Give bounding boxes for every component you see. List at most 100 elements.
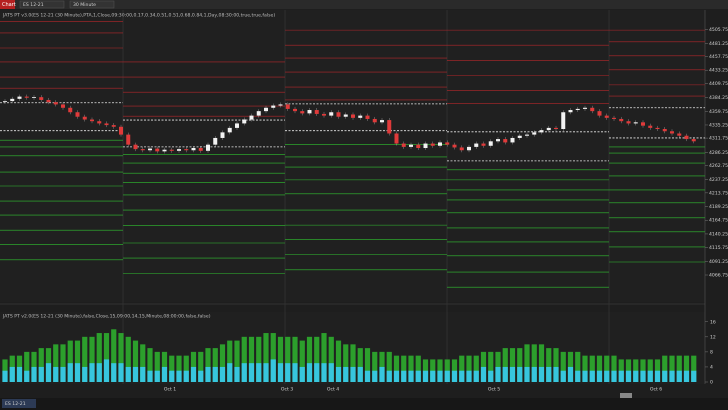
histogram-bar (509, 348, 516, 382)
histogram-bar (662, 370, 668, 382)
candle-body (177, 149, 181, 151)
histogram-bar (596, 370, 603, 382)
histogram-bar (198, 351, 204, 382)
candle-body (68, 107, 73, 113)
candle-body (140, 149, 145, 151)
y-tick-label: 4286.25 (709, 150, 728, 156)
histogram-bar (321, 333, 327, 382)
histogram-bar (444, 370, 450, 382)
y-tick-label: 16 (710, 319, 716, 325)
candle-body (670, 131, 674, 134)
candle-body (496, 139, 500, 142)
candle-body (293, 108, 297, 112)
histogram-bar (241, 336, 247, 382)
histogram-bar (24, 351, 30, 382)
histogram-bar (335, 340, 342, 382)
candle-body (517, 135, 522, 138)
histogram-bar (546, 366, 552, 382)
interval-box[interactable] (69, 0, 115, 9)
candle-body (198, 148, 203, 151)
candle-body (604, 115, 609, 118)
histogram-bar (401, 370, 407, 382)
histogram-bar (451, 370, 458, 382)
histogram-bar (38, 348, 44, 382)
y-tick-label: 4433.25 (709, 68, 728, 74)
candle-body (474, 143, 479, 147)
histogram-bar (669, 370, 675, 382)
histogram-bar (654, 370, 661, 382)
histogram-bar (31, 366, 37, 382)
candle-body (97, 121, 102, 124)
tab-label[interactable]: Chart (2, 2, 16, 8)
tab[interactable] (0, 0, 15, 9)
candle-body (111, 125, 116, 127)
candle-body (235, 123, 239, 128)
instrument-box[interactable] (19, 0, 65, 9)
histogram-bar (74, 340, 81, 382)
candle-body (409, 144, 413, 147)
histogram-bar (169, 355, 175, 382)
histogram-bar (393, 355, 400, 382)
histogram-bar (306, 336, 313, 382)
instrument[interactable]: ES 12-21 (23, 2, 44, 8)
candle-body (423, 143, 428, 149)
histogram-bar (466, 355, 472, 382)
histogram-bar (343, 366, 349, 382)
histogram-bar (553, 366, 559, 382)
interval[interactable]: 30 Minute (73, 2, 96, 8)
y-tick-label: 4115.75 (709, 245, 728, 251)
bottom-tab-label[interactable]: ES 12-21 (5, 401, 26, 407)
y-tick-label: 4457.75 (709, 54, 728, 60)
candle-body (684, 135, 689, 140)
candle-body (10, 98, 15, 102)
y-tick-label: 4213.75 (709, 190, 728, 196)
histogram-bar (633, 370, 639, 382)
histogram-bar (669, 355, 675, 382)
candle-body (619, 118, 624, 122)
histogram-bar (546, 348, 552, 382)
y-tick-label: 4384.25 (709, 95, 728, 101)
histogram-bar (183, 355, 189, 382)
histogram-bar (277, 336, 284, 382)
histogram-bar (575, 351, 581, 382)
candle-body (459, 147, 464, 151)
histogram-bar (132, 340, 139, 382)
candle-body (568, 110, 573, 113)
bottom-tab[interactable] (2, 399, 36, 408)
histogram-bar (118, 333, 124, 382)
candle-body (677, 133, 682, 136)
scroll-thumb[interactable] (620, 393, 632, 398)
histogram-bar (567, 366, 574, 382)
histogram-bar (662, 355, 668, 382)
histogram-bar (147, 370, 153, 382)
candle-body (691, 139, 696, 142)
histogram-bar (488, 370, 494, 382)
candle-body (343, 114, 348, 117)
histogram-bar (473, 355, 479, 382)
candle-body (39, 97, 44, 100)
histogram-bar (676, 370, 682, 382)
candle-body (488, 141, 493, 146)
candle-body (220, 132, 225, 138)
x-tick-label: Oct 5 (488, 387, 500, 393)
histogram-bar (24, 370, 30, 382)
candle-body (82, 116, 87, 120)
histogram-bar (488, 351, 494, 382)
x-tick-label: Oct 6 (650, 387, 662, 393)
histogram-bar (285, 336, 291, 382)
histogram-bar (38, 366, 44, 382)
candle-body (271, 105, 276, 108)
candle-body (133, 144, 138, 150)
histogram-bar (524, 344, 530, 382)
histogram-bar (531, 366, 537, 382)
candle-body (285, 104, 290, 109)
histogram-bar (314, 363, 320, 382)
candle-body (401, 143, 406, 147)
y-tick-label: 4140.25 (709, 231, 728, 237)
histogram-bar (647, 370, 653, 382)
candle-body (256, 111, 261, 116)
candle-body (358, 115, 363, 118)
candle-body (365, 115, 370, 119)
histogram-bar (691, 355, 697, 382)
histogram-bar (408, 355, 414, 382)
